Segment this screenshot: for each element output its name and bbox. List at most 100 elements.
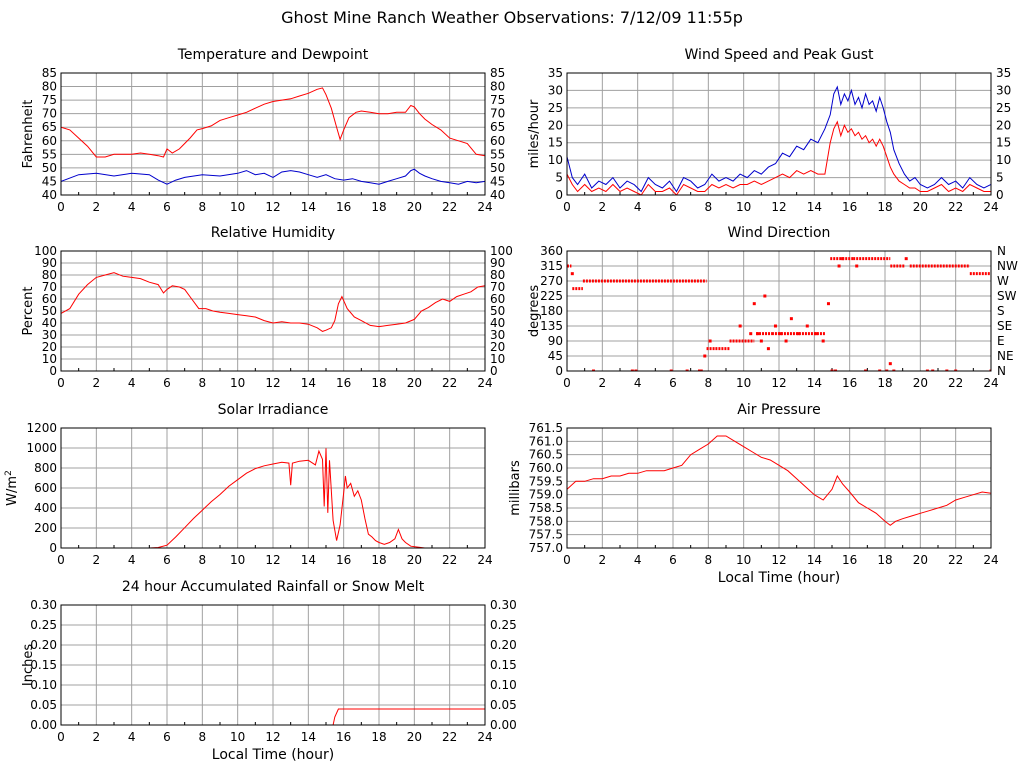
- direction-point: [685, 369, 689, 371]
- y-tick-label: 0.10: [30, 678, 57, 692]
- chart-title: Air Pressure: [737, 402, 820, 418]
- y-tick-label: 759.0: [529, 488, 563, 502]
- x-tick-label: 8: [199, 200, 207, 214]
- direction-point: [766, 347, 770, 351]
- x-tick-label: 4: [634, 376, 642, 390]
- y-tick-label: 759.5: [529, 474, 563, 488]
- x-tick-label: 14: [301, 553, 316, 567]
- direction-point: [669, 369, 673, 371]
- direction-point: [756, 332, 760, 336]
- x-tick-label: 12: [771, 376, 786, 390]
- y-tick-label: 200: [34, 521, 57, 535]
- y-tick-label: 600: [34, 481, 57, 495]
- x-tick-label: 10: [230, 200, 245, 214]
- chart-title: Wind Speed and Peak Gust: [685, 47, 874, 63]
- compass-label: SW: [997, 289, 1017, 303]
- y-tick-label: 60: [42, 292, 57, 306]
- y-tick-label-right: 30: [996, 83, 1011, 97]
- x-tick-label: 18: [371, 376, 386, 390]
- y-tick-label: 20: [548, 118, 563, 132]
- y-tick-label-right: 40: [490, 316, 505, 330]
- y-tick-label: 70: [42, 280, 57, 294]
- chart-title: Relative Humidity: [211, 225, 335, 241]
- y-tick-label-right: 0: [490, 364, 498, 378]
- y-axis-label: Fahrenheit: [21, 100, 36, 169]
- y-tick-label: 70: [42, 107, 57, 121]
- plot-area: [61, 272, 485, 332]
- y-tick-label: 760.5: [529, 448, 563, 462]
- x-tick-label: 2: [599, 376, 607, 390]
- x-tick-label: 12: [265, 553, 280, 567]
- y-tick-label: 80: [42, 80, 57, 94]
- y-tick-label-right: 15: [996, 136, 1011, 150]
- x-tick-label: 6: [669, 200, 677, 214]
- x-tick-label: 22: [948, 553, 963, 567]
- x-tick-label: 0: [563, 553, 571, 567]
- y-tick-label-right: 0.05: [490, 698, 517, 712]
- chart-title: Wind Direction: [728, 225, 831, 241]
- y-tick-label-right: 60: [490, 292, 505, 306]
- direction-point: [738, 324, 742, 328]
- y-tick-label: 40: [42, 316, 57, 330]
- plot-frame: [566, 427, 992, 549]
- direction-point: [784, 339, 788, 343]
- x-tick-label: 16: [842, 200, 857, 214]
- y-tick-label: 0.30: [30, 598, 57, 612]
- x-tick-label: 4: [128, 200, 136, 214]
- direction-point: [779, 332, 783, 336]
- y-tick-label-right: 25: [996, 101, 1011, 115]
- y-tick-label: 65: [42, 120, 57, 134]
- series-line-1: [567, 120, 991, 195]
- direction-point: [954, 369, 958, 371]
- x-tick-label: 4: [128, 730, 136, 744]
- page-title: Ghost Mine Ranch Weather Observations: 7…: [281, 8, 743, 27]
- compass-label: SE: [997, 319, 1012, 333]
- y-tick-label: 40: [42, 188, 57, 202]
- y-axis-label: W/m2: [4, 470, 20, 506]
- y-tick-label: 0: [49, 364, 57, 378]
- direction-point: [931, 369, 935, 371]
- chart-title: Temperature and Dewpoint: [177, 47, 369, 63]
- y-tick-label: 757.0: [529, 541, 563, 555]
- chart-title: 24 hour Accumulated Rainfall or Snow Mel…: [122, 579, 425, 595]
- x-tick-label: 0: [57, 200, 65, 214]
- direction-point: [759, 339, 763, 343]
- y-tick-label: 100: [34, 244, 57, 258]
- x-tick-label: 12: [771, 553, 786, 567]
- y-tick-label: 30: [548, 83, 563, 97]
- direction-point: [837, 264, 841, 268]
- direction-point: [699, 369, 703, 371]
- x-tick-label: 6: [163, 730, 171, 744]
- x-tick-label: 14: [807, 553, 822, 567]
- compass-label: S: [997, 304, 1005, 318]
- y-tick-label: 0.25: [30, 618, 57, 632]
- y-tick-label: 50: [42, 161, 57, 175]
- y-tick-label-right: 90: [490, 256, 505, 270]
- x-tick-label: 16: [336, 730, 351, 744]
- y-axis-label: millibars: [508, 460, 523, 516]
- x-tick-label: 2: [599, 553, 607, 567]
- plot-frame: [60, 72, 486, 196]
- x-tick-label: 22: [442, 730, 457, 744]
- y-tick-label: 10: [42, 352, 57, 366]
- y-tick-label: 225: [540, 289, 563, 303]
- y-tick-label-right: 0.15: [490, 658, 517, 672]
- x-tick-label: 14: [807, 200, 822, 214]
- y-tick-label-right: 100: [490, 244, 513, 258]
- y-axis-label: Percent: [21, 287, 36, 336]
- compass-label: N: [997, 244, 1006, 258]
- direction-point: [592, 369, 595, 371]
- x-tick-label: 10: [230, 730, 245, 744]
- plot-area: [567, 435, 991, 526]
- y-tick-label: 761.5: [529, 421, 563, 435]
- y-tick-label: 180: [540, 304, 563, 318]
- x-tick-label: 0: [57, 553, 65, 567]
- y-tick-label: 0.05: [30, 698, 57, 712]
- y-tick-label: 400: [34, 501, 57, 515]
- series-line-0: [567, 435, 991, 526]
- direction-point: [708, 339, 712, 343]
- y-tick-label-right: 80: [490, 80, 505, 94]
- y-tick-label: 1200: [26, 421, 57, 435]
